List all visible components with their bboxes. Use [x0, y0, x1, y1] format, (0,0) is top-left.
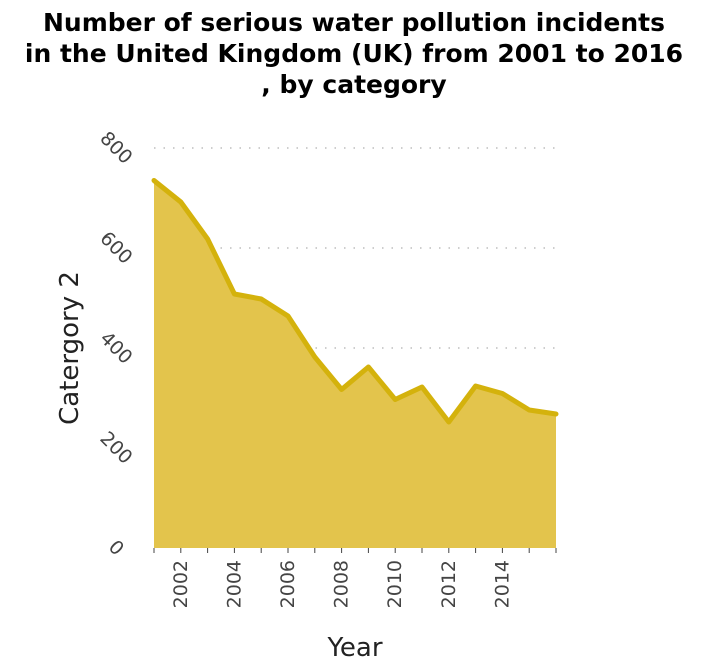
y-tick-label-200: 200	[95, 427, 136, 468]
area-fill	[154, 180, 556, 548]
y-tick-label-800: 800	[95, 127, 136, 168]
x-tick-label-2014: 2014	[491, 560, 513, 608]
y-axis-label: Catergory 2	[55, 271, 85, 425]
series-line	[151, 178, 559, 425]
y-tick-label-0: 0	[104, 536, 128, 560]
chart-title-line-3: , by category	[261, 70, 446, 99]
plot-area	[151, 178, 559, 548]
x-tick-label-2010: 2010	[384, 560, 406, 608]
y-axis-ticks: 0 200 400 600 800	[95, 127, 136, 560]
y-tick-label-400: 400	[95, 327, 136, 368]
x-tick-label-2004: 2004	[223, 560, 245, 608]
y-tick-label-600: 600	[95, 227, 136, 268]
chart-title-line-2: in the United Kingdom (UK) from 2001 to …	[25, 39, 683, 68]
x-tick-label-2006: 2006	[277, 560, 299, 608]
chart-title-line-1: Number of serious water pollution incide…	[43, 8, 665, 37]
x-tick-label-2002: 2002	[170, 560, 192, 608]
chart-title: Number of serious water pollution incide…	[25, 8, 683, 99]
x-tick-label-2008: 2008	[331, 560, 353, 608]
x-tick-label-2012: 2012	[438, 560, 460, 608]
x-axis-ticks: 2002 2004 2006 2008 2010 2012 2014	[153, 548, 557, 608]
x-axis-label: Year	[326, 633, 382, 663]
